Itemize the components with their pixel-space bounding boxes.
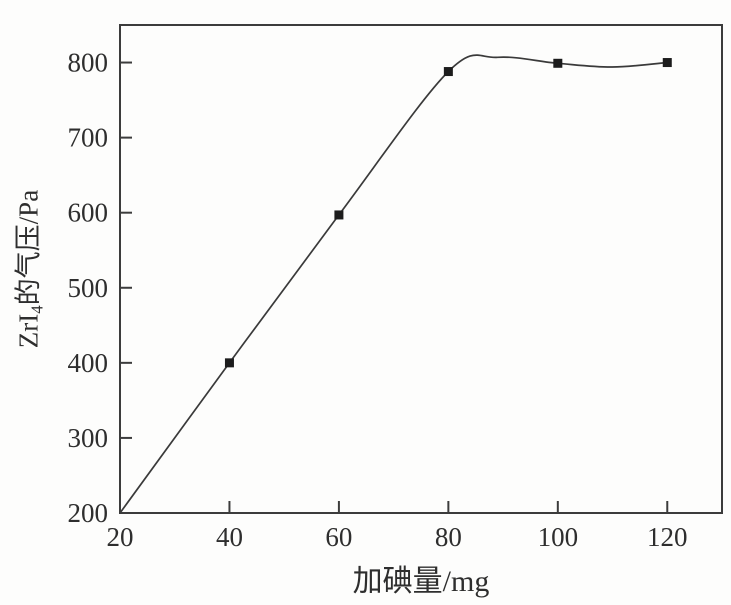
data-point-marker xyxy=(334,210,344,220)
y-tick-label: 400 xyxy=(68,348,109,378)
x-tick-label: 60 xyxy=(325,522,352,552)
data-point-marker xyxy=(443,67,453,77)
plot-border xyxy=(119,24,723,514)
data-point-marker xyxy=(553,58,563,68)
x-tick-label: 20 xyxy=(107,522,134,552)
x-tick-label: 100 xyxy=(538,522,579,552)
y-tick-label: 300 xyxy=(68,423,109,453)
x-tick-label: 120 xyxy=(647,522,688,552)
y-tick-label: 700 xyxy=(68,123,109,153)
x-tick-label: 40 xyxy=(216,522,243,552)
y-tick-label: 800 xyxy=(68,48,109,78)
data-point-marker xyxy=(224,358,234,368)
y-tick-label: 600 xyxy=(68,198,109,228)
y-tick-label: 200 xyxy=(68,498,109,528)
x-tick-label: 80 xyxy=(435,522,462,552)
data-point-marker xyxy=(662,58,672,68)
y-tick-label: 500 xyxy=(68,273,109,303)
data-line xyxy=(119,54,669,514)
